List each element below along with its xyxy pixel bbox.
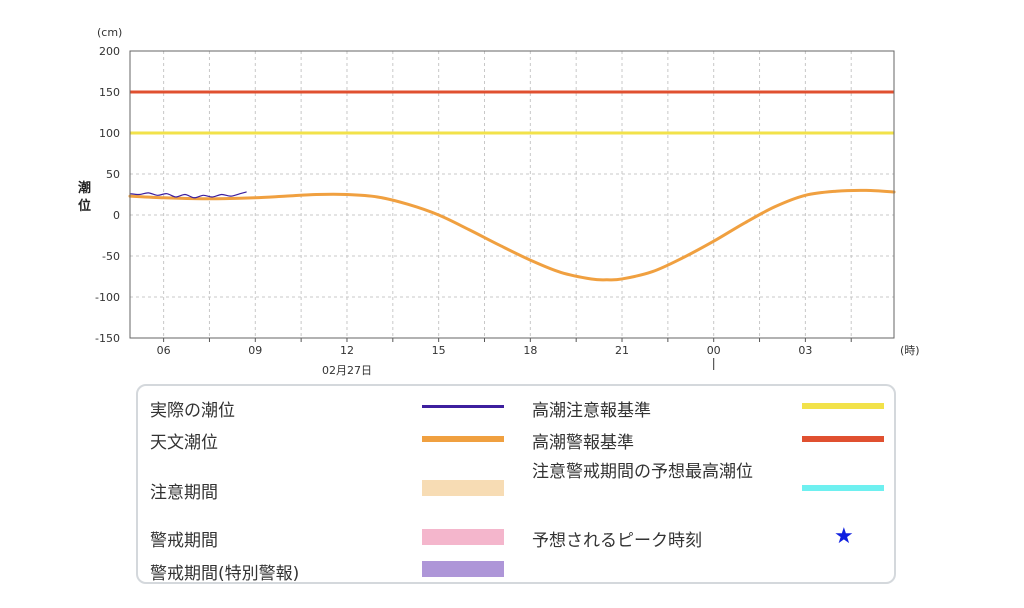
- x-tick-label: 00: [707, 344, 721, 357]
- series-layer: [128, 188, 896, 282]
- legend-label-caution-ref: 高潮注意報基準: [532, 401, 651, 421]
- y-tick-label: -100: [95, 291, 120, 304]
- y-tick-label: 200: [99, 45, 120, 58]
- legend-label-caution-period: 注意期間: [150, 483, 218, 503]
- legend-line-caution-ref: [802, 403, 884, 409]
- legend-line-warning-ref: [802, 436, 884, 442]
- x-tick-labels: 06 09 12 15 18 21 00 03: [157, 344, 813, 357]
- series-line-astronomical: [128, 188, 896, 282]
- x-tick-label: 15: [432, 344, 446, 357]
- y-tick-label: -50: [102, 250, 120, 263]
- grid-layer: [130, 51, 894, 342]
- legend-swatch-warning-period: [422, 529, 504, 545]
- legend-label-peak-time: 予想されるピーク時刻: [532, 531, 702, 551]
- legend-label-warning-ref: 高潮警報基準: [532, 433, 634, 453]
- x-tick-label: 09: [248, 344, 262, 357]
- x-tick-label: 12: [340, 344, 354, 357]
- star-icon: ★: [834, 524, 854, 549]
- x-tick-label: 18: [523, 344, 537, 357]
- legend-swatch-special-period: [422, 561, 504, 577]
- y-tick-labels: 200 150 100 50 0 -50 -100 -150: [95, 45, 120, 345]
- y-tick-label: 150: [99, 86, 120, 99]
- legend-swatch-caution-period: [422, 480, 504, 496]
- x-tick-label: 03: [798, 344, 812, 357]
- legend-label-peak-forecast: 注意警戒期間の予想最高潮位: [532, 462, 753, 482]
- plot-frame: [129, 50, 895, 339]
- x-axis-unit: (時): [900, 344, 920, 357]
- x-tick-label: 06: [157, 344, 171, 357]
- date-label: 02月27日: [322, 364, 372, 377]
- y-axis-label-1: 潮: [78, 180, 91, 196]
- legend-label-special-period: 警戒期間(特別警報): [150, 564, 300, 584]
- legend-label-astro: 天文潮位: [150, 433, 218, 453]
- legend-line-peak-forecast: [802, 485, 884, 491]
- y-tick-label: 50: [106, 168, 120, 181]
- series-line-observed: [129, 191, 247, 199]
- y-tick-label: 0: [113, 209, 120, 222]
- y-tick-label: -150: [95, 332, 120, 345]
- legend-label-actual: 実際の潮位: [150, 401, 235, 421]
- legend-line-astro: [422, 436, 504, 442]
- legend-line-actual: [422, 405, 504, 408]
- x-tick-label: 21: [615, 344, 629, 357]
- tide-chart: 200 150 100 50 0 -50 -100 -150 06 09 12 15 18 21 00 03…: [78, 26, 920, 377]
- reference-lines: [130, 90, 894, 135]
- y-axis-label-2: 位: [78, 198, 91, 214]
- unit-label: (cm): [97, 26, 122, 39]
- legend-label-warning-period: 警戒期間: [150, 531, 218, 551]
- y-tick-label: 100: [99, 127, 120, 140]
- legend-box: 実際の潮位 天文潮位 注意期間 警戒期間 警戒期間(特別警報) 高潮注意報基準 …: [136, 384, 896, 584]
